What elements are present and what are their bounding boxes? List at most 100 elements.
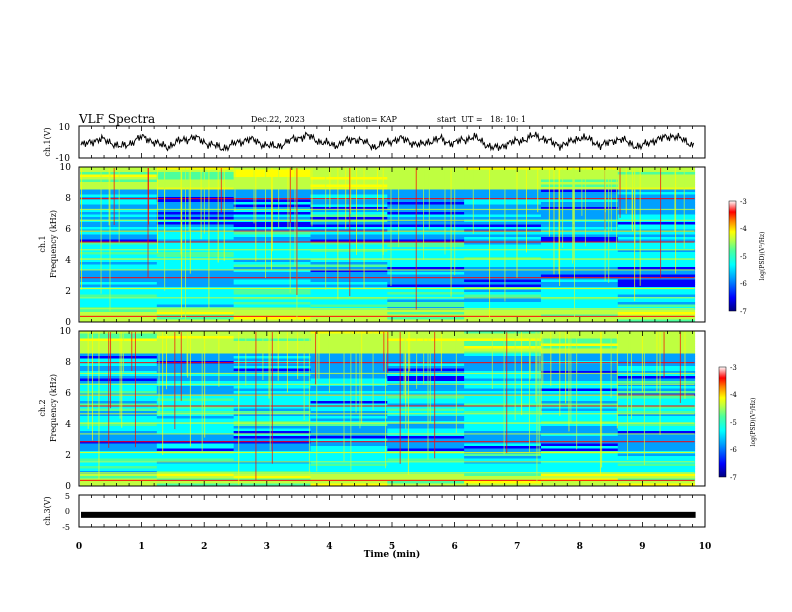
spectrogram-cell xyxy=(156,207,235,210)
spectrogram-cell xyxy=(540,388,619,392)
spectrogram-cell xyxy=(156,408,235,412)
ch1-ylabel: ch.1(V) xyxy=(43,127,52,156)
spectrogram-cell xyxy=(540,309,619,313)
spectrogram-cell xyxy=(387,319,465,323)
spectrogram-cell xyxy=(156,252,235,255)
ch2-spec-ytick-10: 10 xyxy=(60,327,72,337)
ch2-cbar-tick-5: -5 xyxy=(730,419,737,427)
spectrogram-cell xyxy=(540,274,619,278)
spectrogram-cell xyxy=(310,212,388,215)
spectrogram-cell xyxy=(464,396,542,399)
spectrogram-cell xyxy=(310,277,388,280)
spectrogram-cell xyxy=(310,199,388,203)
ch2-spec-ytick-8: 8 xyxy=(65,358,71,368)
spectrogram-cell xyxy=(387,408,465,412)
spectrogram-cell xyxy=(156,331,235,334)
spectrogram-cell xyxy=(310,473,388,477)
spectrogram-cell xyxy=(464,184,542,188)
spectrogram-cell xyxy=(617,433,696,437)
spectrogram-cell xyxy=(464,366,542,369)
spectrogram-cell xyxy=(156,317,235,320)
spectrogram-cell xyxy=(540,187,619,190)
spectrogram-cell xyxy=(387,433,465,437)
spectrogram-band xyxy=(80,308,695,310)
spectrogram-cell xyxy=(617,174,696,178)
spectrogram-cell xyxy=(80,368,158,372)
spectrogram-cell xyxy=(387,284,465,288)
spectrogram-band xyxy=(80,277,695,279)
spectrogram-cell xyxy=(310,272,388,275)
spectrogram-cell xyxy=(464,182,542,185)
spectrogram-band xyxy=(80,479,695,481)
x-tick-label: 5 xyxy=(389,542,395,552)
spectrogram-cell xyxy=(540,292,619,295)
spectrogram-cell xyxy=(540,262,619,265)
spectrogram-cell xyxy=(464,202,542,205)
spectrogram-cell xyxy=(540,269,619,273)
spectrogram-streak xyxy=(627,332,629,460)
spectrogram-cell xyxy=(464,338,542,342)
spectrogram-cell xyxy=(310,448,388,452)
spectrogram-cell xyxy=(310,391,388,394)
spectrogram-cell xyxy=(80,189,158,193)
spectrogram-cell xyxy=(464,403,542,407)
spectrogram-cell xyxy=(464,398,542,402)
spectrogram-cell xyxy=(464,476,542,479)
ch2-spectrogram-panel: 0 2 4 6 8 10 ch.2 Frequency (kHz) xyxy=(38,327,706,492)
spectrogram-cell xyxy=(310,202,388,205)
spectrogram-cell xyxy=(80,376,158,379)
spectrogram-cell xyxy=(80,167,158,170)
spectrogram-cell xyxy=(80,187,158,190)
spectrogram-cell xyxy=(464,356,542,359)
spectrogram-cell xyxy=(310,338,388,342)
spectrogram-cell xyxy=(80,242,158,245)
spectrogram-cell xyxy=(310,401,388,404)
spectrogram-cell xyxy=(387,336,465,339)
spectrogram-cell xyxy=(464,279,542,283)
spectrogram-streak xyxy=(559,168,561,287)
ch1-spec-ylabel: Frequency (kHz) xyxy=(49,210,58,278)
spectrogram-cell xyxy=(464,373,542,377)
spectrogram-cell xyxy=(387,259,465,263)
spectrogram-cell xyxy=(310,436,388,439)
ch1-spec-ytick-2: 2 xyxy=(65,287,71,297)
spectrogram-cell xyxy=(464,378,542,382)
spectrogram-cell xyxy=(80,169,158,173)
spectrogram-streak xyxy=(318,332,320,379)
spectrogram-cell xyxy=(540,468,619,472)
spectrogram-band xyxy=(80,187,695,189)
spectrogram-cell xyxy=(80,269,158,273)
spectrogram-cell xyxy=(540,386,619,389)
spectrogram-cell xyxy=(310,317,388,320)
spectrogram-streak xyxy=(616,332,618,429)
spectrogram-streak xyxy=(663,332,665,378)
spectrogram-cell xyxy=(387,277,465,280)
spectrogram-cell xyxy=(80,312,158,315)
spectrogram-cell xyxy=(310,292,388,295)
spectrogram-cell xyxy=(233,317,311,320)
spectrogram-streak xyxy=(131,332,133,372)
spectrogram-cell xyxy=(233,254,311,258)
spectrogram-cell xyxy=(80,202,158,205)
spectrogram-cell xyxy=(156,212,235,215)
spectrogram-cell xyxy=(80,222,158,225)
spectrogram-cell xyxy=(310,227,388,230)
spectrogram-streak xyxy=(599,332,601,477)
spectrogram-streak xyxy=(573,168,575,317)
ch1-cbar-tick-7: -7 xyxy=(740,308,747,316)
spectrogram-cell xyxy=(617,222,696,225)
spectrogram-streak xyxy=(630,332,632,420)
spectrogram-cell xyxy=(617,391,696,394)
spectrogram-cell xyxy=(156,386,235,389)
spectrogram-cell xyxy=(310,237,388,240)
spectrogram-cell xyxy=(387,406,465,409)
spectrogram-cell xyxy=(310,446,388,449)
spectrogram-cell xyxy=(540,239,619,243)
ch1-colorbar-gradient xyxy=(728,200,737,312)
spectrogram-cell xyxy=(310,279,388,283)
spectrogram-cell xyxy=(464,319,542,323)
spectrogram-cell xyxy=(156,366,235,369)
spectrogram-cell xyxy=(387,252,465,255)
spectrogram-cell xyxy=(387,386,465,389)
spectrogram-streak xyxy=(187,332,189,378)
